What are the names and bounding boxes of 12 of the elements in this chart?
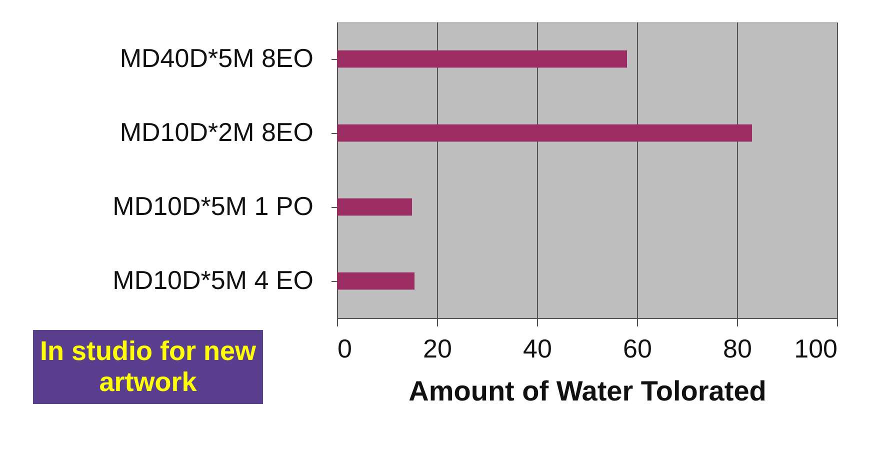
x-tick-label: 60 [623, 334, 652, 364]
x-tick-label: 40 [523, 334, 552, 364]
x-tick-label: 100 [794, 334, 838, 364]
x-tick-label: 80 [723, 334, 752, 364]
y-tick-label: MD10D*5M 1 PO [112, 191, 314, 221]
y-tick-label: MD10D*5M 4 EO [112, 265, 314, 295]
x-tick-label: 0 [338, 334, 352, 364]
x-axis-title: Amount of Water Tolorated [408, 376, 766, 406]
y-tick-label: MD40D*5M 8EO [120, 43, 314, 73]
y-tick-label: MD10D*2M 8EO [120, 117, 314, 147]
x-tick-label: 20 [423, 334, 452, 364]
text: In studio for new artwork [39, 336, 257, 398]
